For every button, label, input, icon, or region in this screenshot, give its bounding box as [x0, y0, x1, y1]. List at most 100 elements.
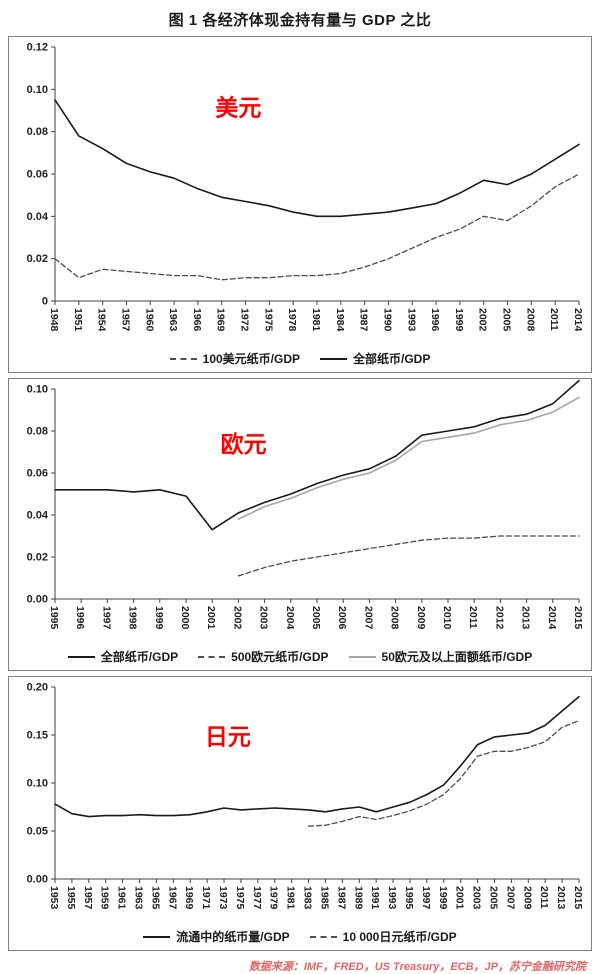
- x-tick-label: 2014: [572, 308, 584, 332]
- x-tick-label: 1979: [268, 886, 280, 910]
- jpy-chart-legend: 流通中的纸币量/GDP 10 000日元纸币/GDP: [9, 927, 591, 950]
- series-line-流通中的纸币量/GDP: [54, 695, 580, 818]
- x-tick-label: 1957: [82, 886, 94, 910]
- x-tick-label: 2006: [336, 606, 348, 630]
- y-tick-label: 0.04: [27, 211, 49, 223]
- legend-item: 10 000日元纸币/GDP: [309, 928, 457, 945]
- legend-line-sample: [309, 935, 337, 938]
- x-tick-label: 1987: [335, 886, 347, 910]
- x-tick-label: 2009: [521, 886, 533, 910]
- x-tick-label: 2011: [538, 886, 550, 909]
- x-tick-label: 1981: [285, 886, 297, 910]
- y-tick-label: 0.15: [27, 730, 48, 742]
- x-tick-label: 1972: [239, 308, 251, 332]
- y-tick-label: 0.06: [27, 468, 48, 480]
- data-source-note: 数据来源：IMF，FRED，US Treasury，ECB，JP，苏宁金融研究院: [248, 961, 586, 973]
- jpy-chart-panel: 0.00 0.05 0.10 0.15 0.20 1953 1955 1957 1959 1961…: [8, 676, 592, 951]
- x-tick-label: 1948: [48, 308, 60, 332]
- x-tick-label: 1955: [65, 886, 77, 910]
- x-tick-label: 2012: [493, 606, 505, 630]
- x-tick-label: 2013: [520, 606, 532, 630]
- x-tick-label: 1981: [310, 308, 322, 332]
- eur-chart-legend: 全部纸币/GDP 500欧元纸币/GDP 50欧元及以上面额纸币/GDP: [9, 647, 591, 670]
- x-tick-label: 2015: [572, 886, 584, 910]
- legend-label: 10 000日元纸币/GDP: [342, 930, 457, 944]
- y-tick-label: 0.02: [27, 552, 48, 564]
- legend-label: 500欧元纸币/GDP: [231, 650, 329, 664]
- legend-item: 流通中的纸币量/GDP: [143, 928, 290, 945]
- x-tick-label: 1954: [96, 308, 108, 332]
- x-tick-label: 2008: [524, 308, 536, 332]
- x-tick-label: 2001: [205, 606, 217, 630]
- x-tick-label: 1998: [127, 606, 139, 630]
- y-tick-label: 0.06: [27, 169, 48, 181]
- x-tick-label: 1996: [429, 308, 441, 332]
- x-tick-label: 1993: [405, 308, 417, 332]
- x-tick-label: 1967: [166, 886, 178, 910]
- x-tick-label: 1953: [48, 886, 60, 910]
- series-line-500欧元纸币/GDP: [237, 535, 580, 577]
- usd-chart: 0 0.02 0.04 0.06 0.08 0.10 0.12 1948 1951 1954 195…: [27, 42, 584, 332]
- usd-chart-panel: 0 0.02 0.04 0.06 0.08 0.10 0.12 1948 1951 1954 195…: [8, 36, 592, 373]
- x-tick-label: 1997: [420, 886, 432, 910]
- y-tick-label: 0.10: [27, 384, 48, 396]
- series-line-全部纸币/GDP: [54, 99, 580, 218]
- figure-title: 图 1 各经济体现金持有量与 GDP 之比: [168, 12, 432, 29]
- series-line-10 000日元纸币/GDP: [307, 719, 580, 827]
- x-tick-label: 1957: [119, 308, 131, 332]
- x-tick-label: 2002: [231, 606, 243, 630]
- x-tick-label: 1999: [453, 308, 465, 332]
- x-tick-label: 1963: [133, 886, 145, 910]
- legend-item: 50欧元及以上面额纸币/GDP: [348, 648, 532, 665]
- legend-item: 100美元纸币/GDP: [169, 350, 300, 367]
- x-tick-label: 1991: [369, 886, 381, 910]
- eur-chart: 0.00 0.02 0.04 0.06 0.08 0.10 1995 1996 1997 1998…: [27, 379, 584, 630]
- x-tick-label: 1997: [100, 606, 112, 630]
- x-tick-label: 2005: [310, 606, 322, 630]
- y-tick-label: 0.08: [27, 126, 48, 138]
- x-tick-label: 1960: [143, 308, 155, 332]
- currency-label: 欧元: [221, 431, 267, 457]
- x-tick-label: 1963: [167, 308, 179, 332]
- x-tick-label: 2005: [501, 308, 513, 332]
- x-tick-label: 2005: [487, 886, 499, 910]
- y-tick-label: 0.05: [27, 826, 48, 838]
- y-tick-label: 0.12: [27, 42, 48, 54]
- currency-label: 美元: [215, 95, 261, 121]
- x-tick-label: 1973: [217, 886, 229, 910]
- x-tick-label: 1993: [386, 886, 398, 910]
- x-tick-label: 1975: [262, 308, 274, 332]
- x-tick-label: 2007: [504, 886, 516, 910]
- series-line-50欧元及以上面额纸币/GDP: [237, 396, 580, 520]
- y-tick-label: 0: [42, 296, 48, 308]
- legend-line-sample: [348, 655, 376, 658]
- legend-line-sample: [198, 655, 226, 658]
- x-tick-label: 1999: [437, 886, 449, 910]
- x-tick-label: 2002: [477, 308, 489, 332]
- x-tick-label: 2004: [284, 606, 296, 630]
- x-tick-label: 1961: [116, 886, 128, 910]
- x-tick-label: 1951: [72, 308, 84, 332]
- x-tick-label: 1995: [48, 606, 60, 630]
- x-tick-label: 2003: [258, 606, 270, 630]
- y-tick-label: 0.00: [27, 594, 48, 606]
- legend-line-sample: [169, 357, 197, 360]
- legend-line-sample: [320, 357, 348, 360]
- x-tick-label: 1965: [149, 886, 161, 910]
- x-tick-label: 2011: [548, 308, 560, 331]
- y-tick-label: 0.00: [27, 874, 48, 886]
- x-tick-label: 1999: [153, 606, 165, 630]
- x-tick-label: 1985: [318, 886, 330, 910]
- x-tick-label: 2013: [555, 886, 567, 910]
- x-tick-label: 1966: [191, 308, 203, 332]
- x-tick-label: 1989: [352, 886, 364, 910]
- x-tick-label: 2000: [179, 606, 191, 630]
- currency-label: 日元: [205, 724, 251, 750]
- x-tick-label: 1969: [183, 886, 195, 910]
- x-tick-label: 2007: [362, 606, 374, 630]
- x-tick-label: 2011: [467, 606, 479, 629]
- x-tick-label: 2001: [454, 886, 466, 910]
- x-tick-label: 1971: [200, 886, 212, 910]
- legend-line-sample: [67, 655, 95, 658]
- x-tick-label: 1975: [234, 886, 246, 910]
